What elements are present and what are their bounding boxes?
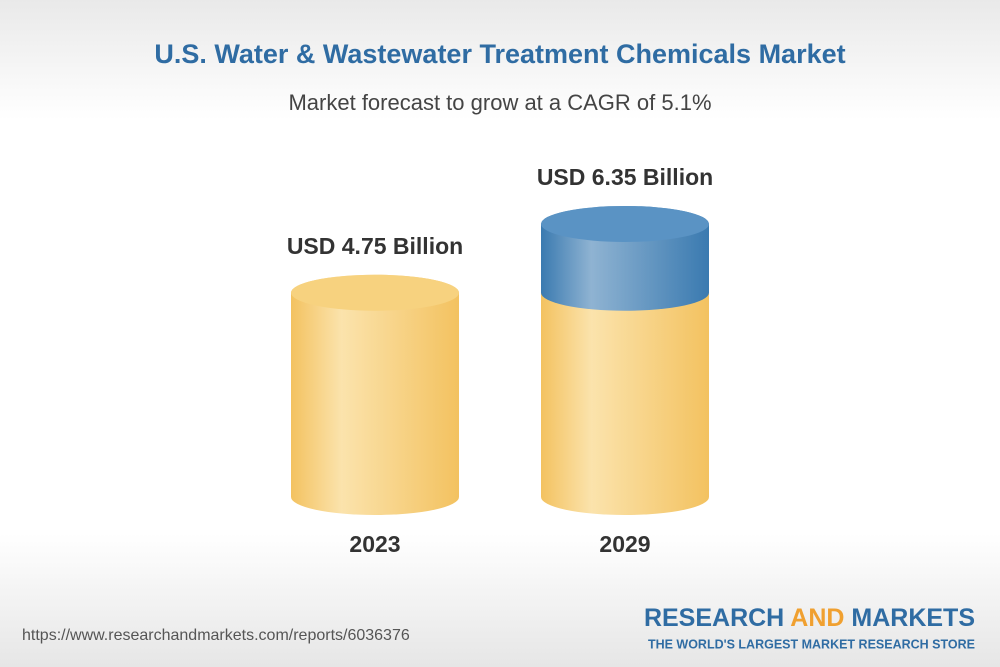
logo-word: AND — [790, 604, 844, 632]
logo-tagline: THE WORLD'S LARGEST MARKET RESEARCH STOR… — [648, 637, 975, 651]
logo: RESEARCH AND MARKETS — [644, 604, 975, 632]
cylinder-top — [291, 274, 459, 311]
chart-subtitle: Market forecast to grow at a CAGR of 5.1… — [288, 90, 711, 115]
chart-title: U.S. Water & Wastewater Treatment Chemic… — [154, 39, 845, 69]
cylinder-top — [541, 205, 709, 242]
category-label: 2023 — [349, 531, 400, 557]
source-url: https://www.researchandmarkets.com/repor… — [22, 627, 410, 644]
cylinder-body — [291, 274, 459, 515]
value-label: USD 6.35 Billion — [537, 164, 713, 190]
value-label: USD 4.75 Billion — [287, 233, 463, 259]
logo-word: RESEARCH — [644, 604, 784, 632]
cylinder-body — [541, 274, 709, 515]
category-label: 2029 — [599, 531, 650, 557]
logo-word: MARKETS — [851, 604, 975, 632]
